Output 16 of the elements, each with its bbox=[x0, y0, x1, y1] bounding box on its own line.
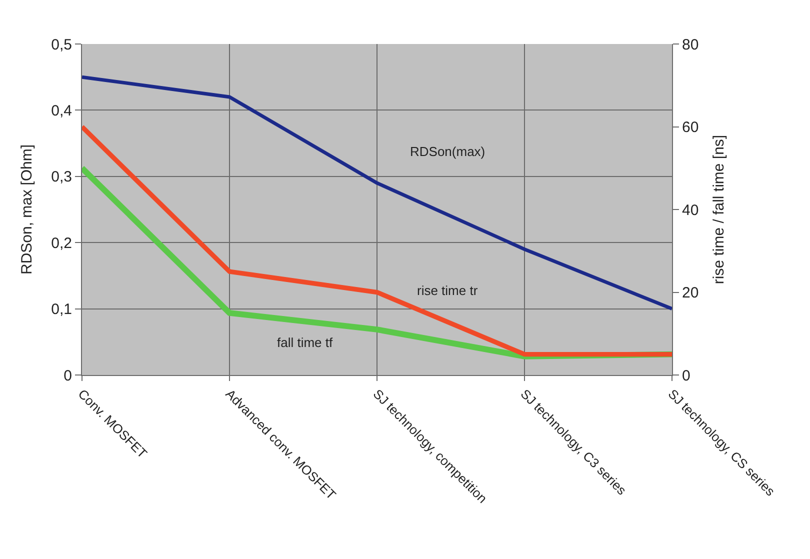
y-tick-label: 0,3 bbox=[51, 168, 72, 186]
series-label: fall time tf bbox=[277, 335, 334, 350]
y2-tick-label: 0 bbox=[682, 367, 690, 384]
y-axis-title: RDSon, max [Ohm] bbox=[18, 144, 36, 275]
series-label: rise time tr bbox=[417, 283, 478, 298]
y-tick-label: 0,4 bbox=[51, 102, 72, 120]
y-tick-label: 0,2 bbox=[51, 234, 72, 252]
y2-tick-label: 80 bbox=[682, 36, 699, 54]
y2-tick-label: 40 bbox=[682, 202, 699, 219]
y-tick-label: 0,5 bbox=[51, 36, 72, 54]
text: RDSon(max) bbox=[410, 144, 486, 159]
y2-axis-title: rise time / fall time [ns] bbox=[710, 134, 728, 284]
y2-tick-label: 20 bbox=[682, 284, 699, 302]
y-tick-label: 0,1 bbox=[51, 301, 72, 318]
y2-tick-label: 60 bbox=[682, 119, 699, 136]
y-tick-label: 0 bbox=[64, 367, 72, 384]
